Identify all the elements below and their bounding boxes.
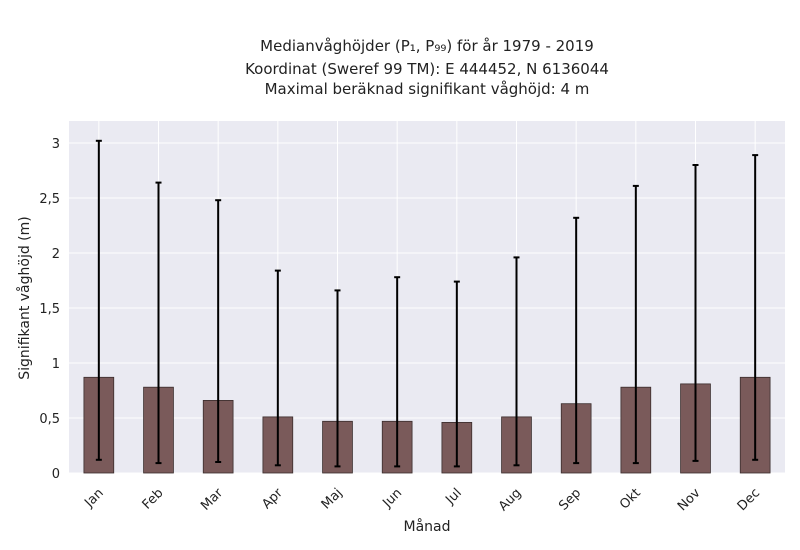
x-tick-label: Jul	[442, 486, 464, 508]
x-ticks: Jan Feb Mar Apr Maj Jun Jul Aug Sep Okt Nov Dec	[81, 485, 763, 514]
chart-title-line-3: Maximal beräknad signifikant våghöjd: 4 …	[265, 80, 590, 98]
y-tick-label: 3	[52, 137, 60, 152]
x-tick-label: Dec	[735, 486, 763, 514]
chart-title-line-1: Medianvåghöjder (P₁, P₉₉) för år 1979 - …	[260, 37, 594, 55]
x-tick-label: Jun	[379, 486, 405, 512]
y-ticks: 0 0,5 1 1,5 2 2,5 3	[39, 137, 60, 482]
y-tick-label: 1,5	[39, 302, 60, 317]
x-tick-label: Sep	[556, 486, 584, 514]
x-tick-label: Maj	[319, 486, 346, 513]
x-tick-label: Feb	[140, 486, 167, 513]
x-tick-label: Jan	[81, 486, 106, 511]
x-tick-label: Nov	[675, 485, 704, 514]
y-tick-label: 2	[52, 247, 60, 262]
y-tick-label: 0	[52, 467, 60, 482]
y-tick-label: 0,5	[39, 412, 60, 427]
plot-background	[69, 121, 785, 473]
x-tick-label: Mar	[198, 485, 226, 513]
chart-title-line-2: Koordinat (Sweref 99 TM): E 444452, N 61…	[245, 60, 609, 78]
x-axis-label: Månad	[404, 518, 451, 535]
y-tick-label: 2,5	[39, 192, 60, 207]
x-tick-label: Aug	[496, 486, 525, 515]
y-axis-label: Signifikant våghöjd (m)	[16, 216, 33, 379]
x-tick-label: Okt	[617, 486, 644, 513]
y-tick-label: 1	[52, 357, 60, 372]
error-bars	[95, 139, 759, 468]
x-tick-label: Apr	[259, 485, 286, 512]
